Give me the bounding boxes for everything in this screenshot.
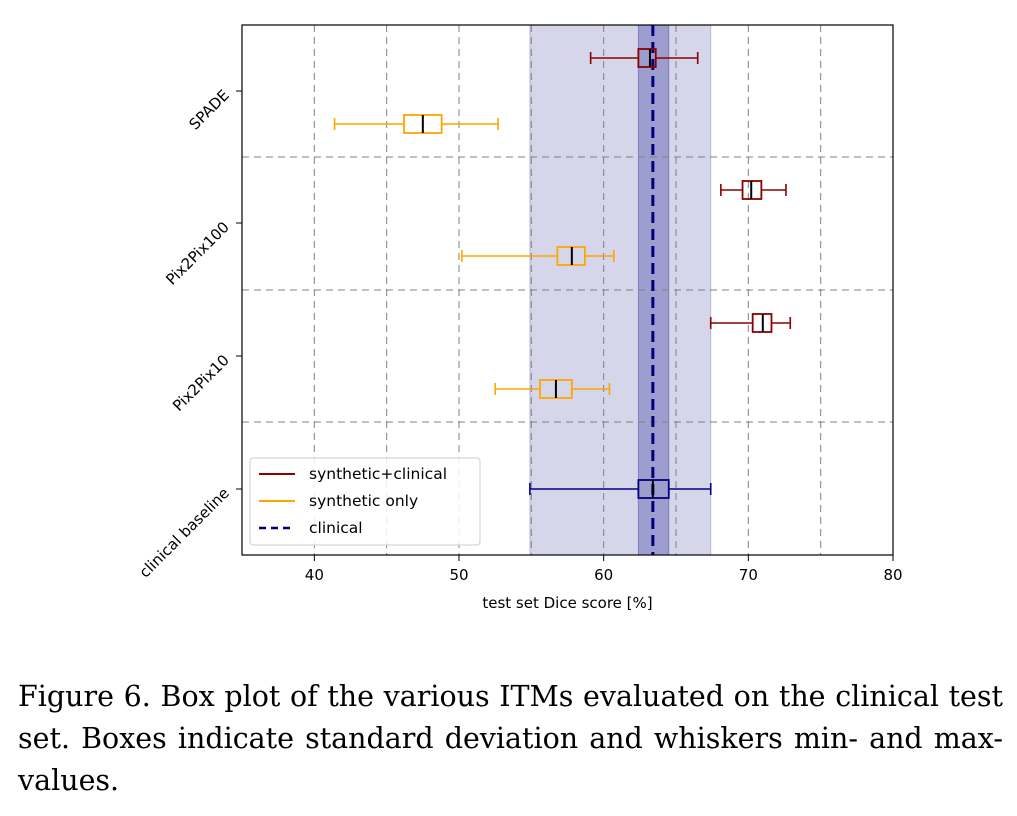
x-tick-label: 70 <box>739 566 758 584</box>
box <box>637 48 657 68</box>
figure-caption: Figure 6. Box plot of the various ITMs e… <box>18 680 1003 797</box>
box-plot-item <box>709 313 792 333</box>
y-tick-label: SPADE <box>186 86 233 133</box>
x-tick-label: 60 <box>594 566 613 584</box>
legend: synthetic+clinical synthetic only clinical <box>249 457 481 546</box>
legend-entry-label: synthetic+clinical <box>309 465 447 483</box>
y-tick-label: clinical baseline <box>136 484 233 581</box>
plot-frame <box>241 24 894 556</box>
legend-frame <box>249 457 481 546</box>
box-plot-item <box>461 246 615 266</box>
box-plot-item <box>333 114 499 134</box>
x-tick-label: 80 <box>883 566 902 584</box>
box-plot-item <box>720 180 787 200</box>
x-tick-label: 50 <box>449 566 468 584</box>
legend-entry-label: synthetic only <box>309 492 418 510</box>
box-plot-chart: 40 50 60 70 80 test set Dice score [%] SPADE Pi… <box>136 24 903 612</box>
y-tick-label: Pix2Pix100 <box>162 218 233 289</box>
y-tick-label: Pix2Pix10 <box>169 351 233 415</box>
box-plot-item <box>529 479 712 499</box>
box-plot-item <box>494 379 611 399</box>
x-axis-label: test set Dice score [%] <box>482 594 652 612</box>
legend-entry-label: clinical <box>309 519 363 537</box>
box-plot-item <box>589 48 699 68</box>
x-tick-label: 40 <box>305 566 324 584</box>
